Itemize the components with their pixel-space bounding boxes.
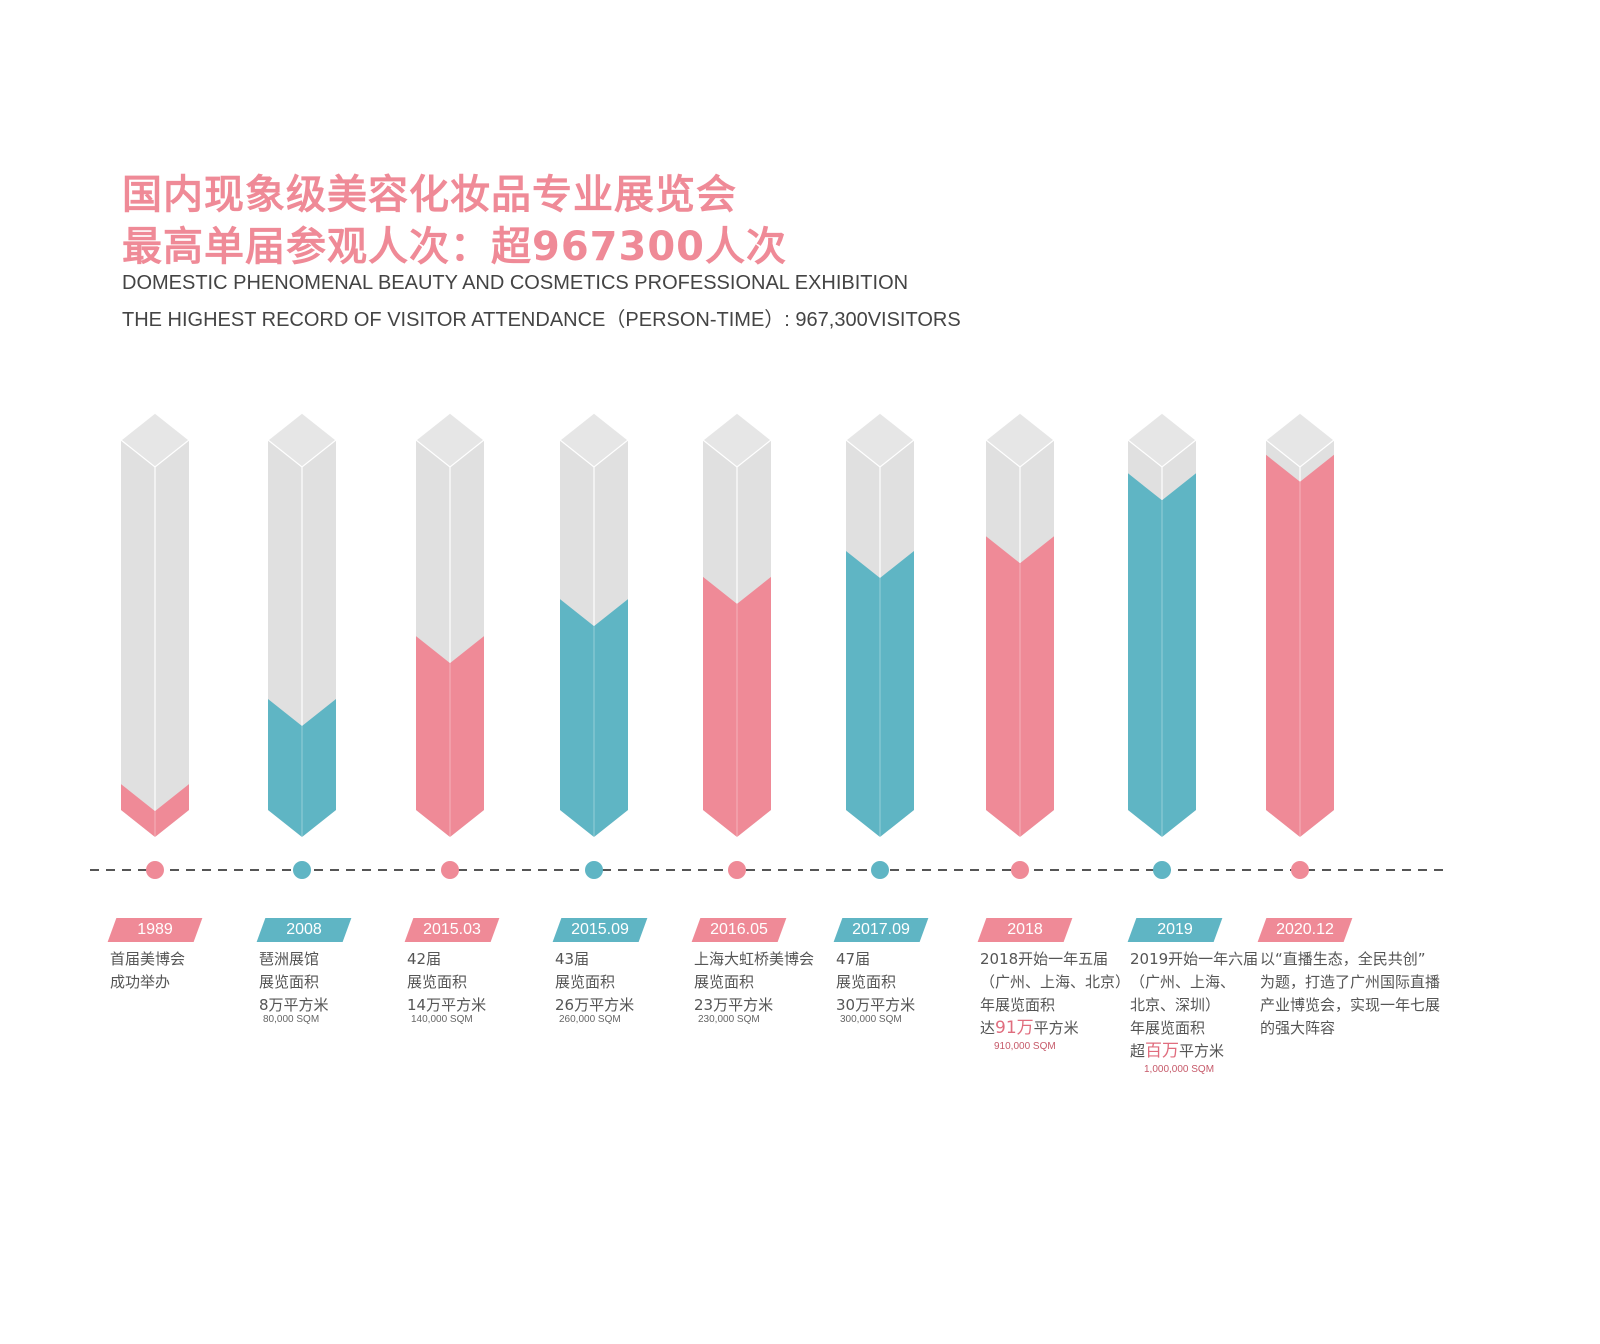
description-line: 为题，打造了广州国际直播 bbox=[1260, 973, 1441, 991]
description-line: 42届 bbox=[407, 950, 442, 968]
title-en-line2: THE HIGHEST RECORD OF VISITOR ATTENDANCE… bbox=[122, 309, 961, 331]
milestone-description: 47届展览面积 30万平方米 300,000 SQM bbox=[836, 948, 1036, 1025]
description-line: 以“直播生态，全民共创” bbox=[1260, 950, 1426, 968]
milestone-description: 以“直播生态，全民共创” 为题，打造了广州国际直播 产业博览会，实现一年七展 的强大阵… bbox=[1260, 948, 1460, 1040]
description-line: 30万平方米 bbox=[836, 996, 916, 1014]
bar-2016.05 bbox=[703, 576, 771, 837]
title-cn-line2: 最高单届参观人次：超967300人次 bbox=[122, 224, 787, 270]
description-line: 北京、深圳） bbox=[1130, 996, 1221, 1014]
description-line: 的强大阵容 bbox=[1260, 1019, 1336, 1037]
milestone-description: 上海大虹桥美博会 展览面积 23万平方米 230,000 SQM bbox=[694, 948, 894, 1025]
date-label: 2008 bbox=[286, 921, 322, 938]
description-line: 23万平方米 bbox=[694, 996, 774, 1014]
highlight-area-line: 达91万平方米 bbox=[980, 1018, 1079, 1038]
description-line: 上海大虹桥美博会 bbox=[694, 950, 815, 968]
date-label: 2018 bbox=[1007, 921, 1043, 938]
bar-2017.09 bbox=[846, 551, 914, 837]
description-line: 产业博览会，实现一年七展 bbox=[1260, 996, 1441, 1014]
bar-2019 bbox=[1128, 473, 1196, 837]
timeline-dot bbox=[293, 861, 311, 879]
timeline-dot bbox=[146, 861, 164, 879]
date-label: 2020.12 bbox=[1276, 921, 1334, 938]
bar-2015.03 bbox=[416, 636, 484, 837]
description-line: 47届 bbox=[836, 950, 871, 968]
date-label: 2015.03 bbox=[423, 921, 481, 938]
timeline-dot bbox=[1011, 861, 1029, 879]
milestone-description: 2019开始一年六届 （广州、上海、 北京、深圳） 年展览面积超百万平方米 1,000,… bbox=[1130, 948, 1330, 1075]
timeline-dot bbox=[1153, 861, 1171, 879]
timeline-dot bbox=[441, 861, 459, 879]
sqm-value: 260,000 SQM bbox=[559, 1014, 621, 1025]
description-line: （广州、上海、 bbox=[1130, 973, 1236, 991]
timeline-dot bbox=[585, 861, 603, 879]
description-line: 展览面积 bbox=[259, 973, 320, 991]
timeline-dot bbox=[728, 861, 746, 879]
description-line: 2019开始一年六届 bbox=[1130, 950, 1259, 968]
milestone-description: 2018开始一年五届 （广州、上海、北京） 年展览面积达91万平方米 910,000 … bbox=[980, 948, 1180, 1052]
date-label: 2015.09 bbox=[571, 921, 629, 938]
milestone-description: 琶洲展馆展览面积 8万平方米 80,000 SQM bbox=[259, 948, 459, 1025]
highlight-value: 91万 bbox=[995, 1018, 1034, 1038]
sqm-value: 80,000 SQM bbox=[263, 1014, 320, 1025]
description-line: 展览面积 bbox=[694, 973, 755, 991]
sqm-value: 910,000 SQM bbox=[994, 1041, 1056, 1052]
timeline-dot bbox=[1291, 861, 1309, 879]
description-line: 首届美博会 bbox=[110, 950, 186, 968]
bar-2020.12 bbox=[1266, 454, 1334, 837]
bar-2015.09 bbox=[560, 599, 628, 837]
sqm-value: 140,000 SQM bbox=[411, 1014, 473, 1025]
description-line: 年展览面积 bbox=[1130, 1019, 1206, 1037]
date-label: 1989 bbox=[137, 921, 173, 938]
highlight-value: 百万 bbox=[1145, 1041, 1180, 1061]
description-line: 26万平方米 bbox=[555, 996, 635, 1014]
description-line: （广州、上海、北京） bbox=[980, 973, 1131, 991]
description-line: 琶洲展馆 bbox=[259, 950, 320, 968]
description-line: 展览面积 bbox=[555, 973, 616, 991]
description-line: 43届 bbox=[555, 950, 590, 968]
description-line: 2018开始一年五届 bbox=[980, 950, 1109, 968]
milestone-description: 首届美博会 成功举办 bbox=[110, 948, 310, 994]
sqm-value: 230,000 SQM bbox=[698, 1014, 760, 1025]
description-line: 8万平方米 bbox=[259, 996, 329, 1014]
bar-1989 bbox=[121, 784, 189, 837]
sqm-value: 300,000 SQM bbox=[840, 1014, 902, 1025]
highlight-area-line: 超百万平方米 bbox=[1130, 1041, 1225, 1061]
bar-2018 bbox=[986, 536, 1054, 837]
date-label: 2016.05 bbox=[710, 921, 768, 938]
milestone-description: 42届展览面积 14万平方米 140,000 SQM bbox=[407, 948, 607, 1025]
date-label: 2019 bbox=[1157, 921, 1193, 938]
date-label: 2017.09 bbox=[852, 921, 910, 938]
description-line: 年展览面积 bbox=[980, 996, 1056, 1014]
timeline-dot bbox=[871, 861, 889, 879]
description-line: 展览面积 bbox=[836, 973, 897, 991]
title-cn-line1: 国内现象级美容化妆品专业展览会 bbox=[122, 172, 737, 218]
description-line: 成功举办 bbox=[110, 973, 171, 991]
description-line: 展览面积 bbox=[407, 973, 468, 991]
sqm-value: 1,000,000 SQM bbox=[1144, 1064, 1215, 1075]
bar-2008 bbox=[268, 699, 336, 837]
description-line: 14万平方米 bbox=[407, 996, 487, 1014]
milestone-description: 43届展览面积 26万平方米 260,000 SQM bbox=[555, 948, 755, 1025]
title-en-line1: DOMESTIC PHENOMENAL BEAUTY AND COSMETICS… bbox=[122, 272, 909, 294]
